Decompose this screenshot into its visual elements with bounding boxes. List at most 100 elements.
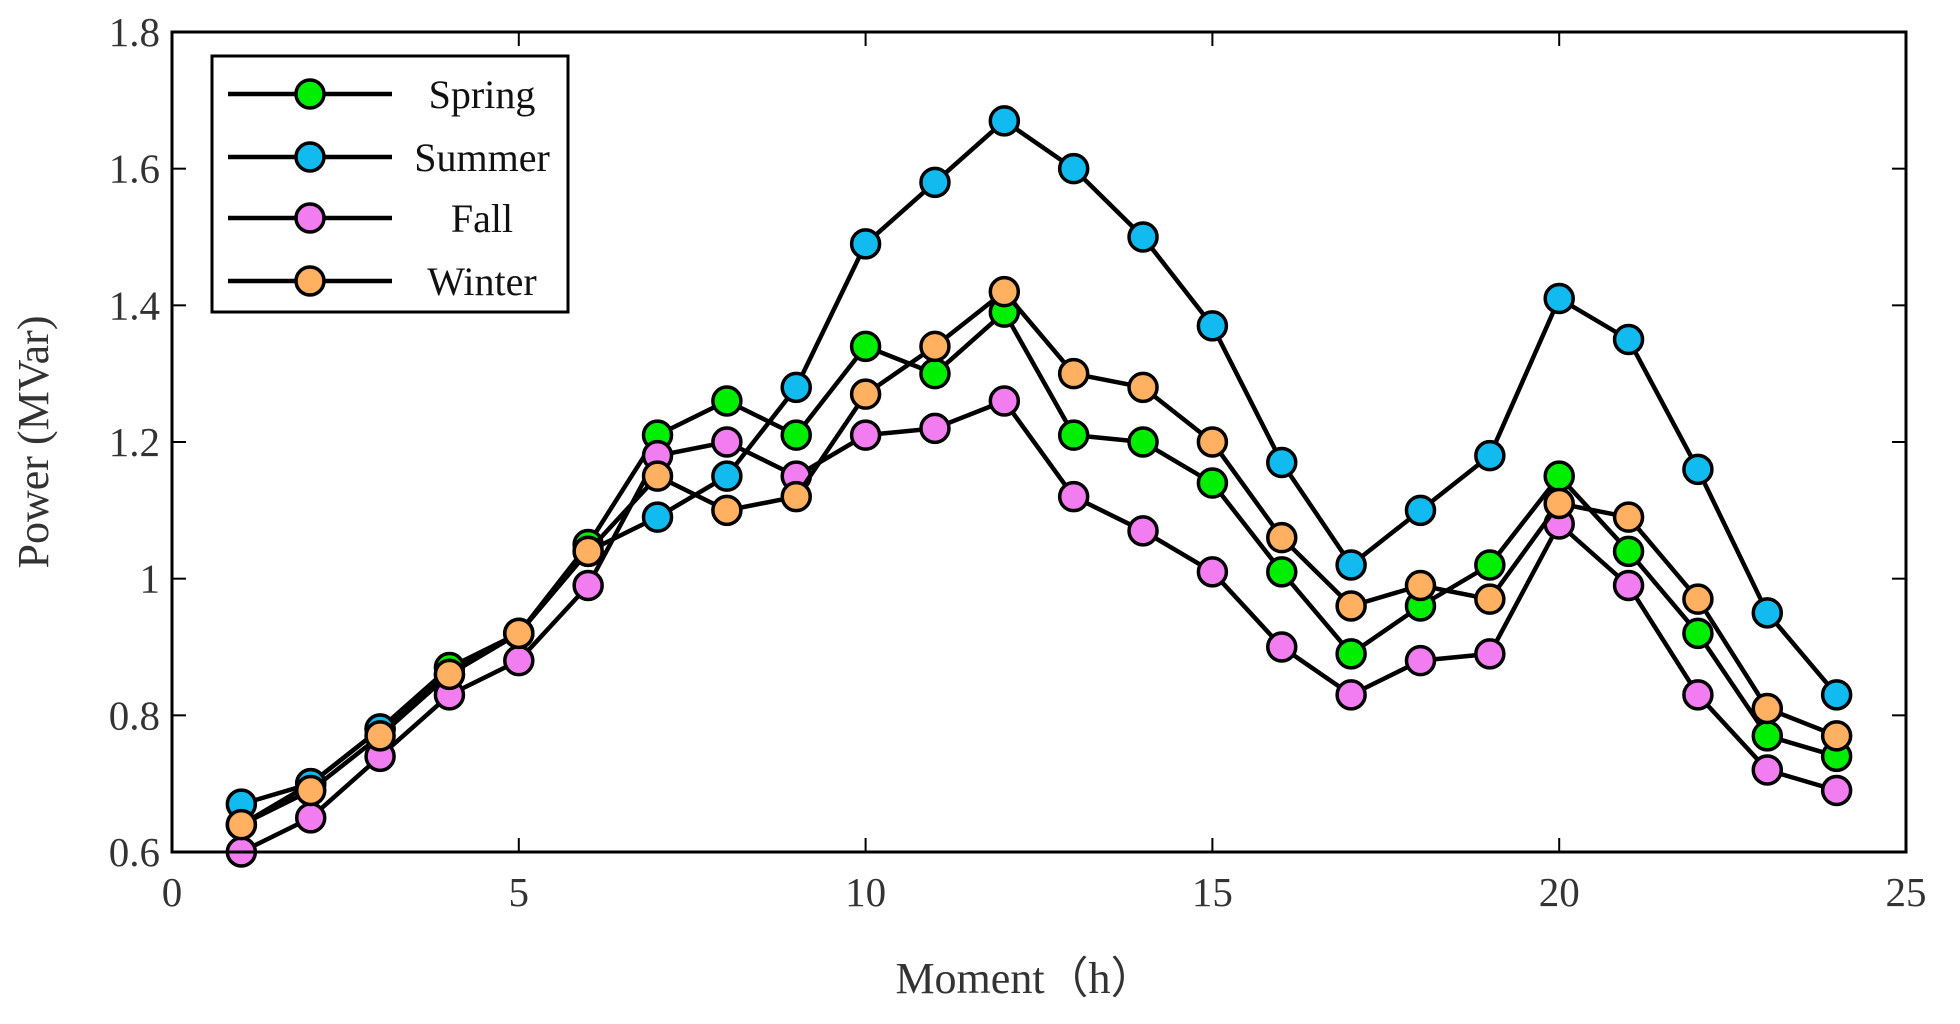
data-point [641,460,674,492]
data-point [919,357,951,390]
data-point [503,617,535,650]
data-point [1543,460,1575,492]
tick-layer: 0 5 10 15 20 25 0.6 0.8 1 1.2 1.4 1.6 1.8 [109,9,1927,915]
data-point [1335,590,1367,622]
data-point [1543,282,1575,315]
legend-box [210,54,570,314]
data-point [1474,549,1506,581]
data-point [988,105,1021,137]
data-point [1612,535,1645,568]
data-point [711,426,743,458]
series-fall [225,385,1853,868]
x-tick-label: 25 [1886,869,1927,915]
series-winter [225,275,1853,841]
legend-item: Summer [228,135,550,180]
data-point [433,658,466,691]
data-point [294,802,327,834]
data-point [1127,515,1159,547]
y-tick-label: 0.8 [109,692,160,738]
x-tick-label: 20 [1539,869,1580,915]
data-point [780,371,812,404]
data-point [711,385,743,417]
data-point [1335,549,1367,581]
x-tick-label: 0 [162,869,183,915]
data-point [1820,679,1853,711]
data-point [988,385,1021,417]
legend-marker [294,202,326,234]
y-tick-label: 1.4 [109,282,160,328]
data-point [225,808,258,841]
data-point [572,569,604,602]
data-point [711,460,743,492]
y-tick-label: 1 [140,556,161,602]
legend-label: Fall [451,196,513,241]
data-point [711,494,743,527]
data-point [1474,439,1506,472]
legend-item: Winter [228,259,537,304]
data-point [1682,617,1714,650]
data-point [1682,679,1714,711]
data-point [1751,597,1784,629]
data-point [1682,583,1714,615]
data-point [1404,569,1437,602]
data-point [1543,487,1575,520]
data-point [572,535,604,568]
data-point [294,774,327,807]
data-point [1266,556,1298,588]
data-point [1057,357,1090,390]
x-axis-label: Moment（h） [895,954,1154,1003]
data-point [1612,501,1645,533]
data-point [919,166,951,199]
series-layer [225,105,1853,868]
data-point [364,720,396,752]
data-point [1612,323,1645,356]
data-point [1404,494,1437,527]
legend-marker [294,141,326,173]
legend-marker [294,78,326,110]
data-point [641,501,674,533]
data-point [1266,631,1298,663]
data-point [1266,521,1298,554]
data-point [1057,152,1090,185]
data-point [1820,720,1853,752]
data-point [1682,453,1714,486]
data-point [1266,446,1298,479]
data-point [849,330,882,363]
legend-item: Spring [228,72,535,117]
legend-label: Spring [429,72,536,117]
data-point [1196,310,1229,342]
data-point [1474,638,1506,670]
data-point [1820,774,1853,807]
data-point [1057,480,1090,513]
y-tick-label: 1.6 [109,146,160,192]
data-point [1196,426,1229,458]
data-point [919,330,951,363]
y-tick-label: 0.6 [109,829,160,875]
data-point [503,644,535,677]
legend-marker [294,265,326,297]
data-point [1196,556,1229,588]
data-point [1404,644,1437,677]
data-point [1751,720,1784,752]
data-point [849,378,882,410]
data-point [849,228,882,260]
data-point [780,419,812,451]
series-line [240,398,1838,855]
x-tick-label: 15 [1192,869,1233,915]
legend: Spring Summer Fall Winter [210,54,570,314]
data-point [1751,754,1784,786]
data-point [1612,569,1645,602]
legend-label: Summer [414,135,550,180]
x-tick-label: 10 [845,869,886,915]
x-tick-label: 5 [509,869,530,915]
data-point [1196,467,1229,499]
legend-item: Fall [228,196,513,241]
series-line [240,309,1838,827]
data-point [1751,692,1784,725]
data-point [1335,638,1367,670]
legend-label: Winter [427,259,536,304]
y-axis-label: Power (MVar) [9,316,58,569]
data-point [988,275,1021,308]
